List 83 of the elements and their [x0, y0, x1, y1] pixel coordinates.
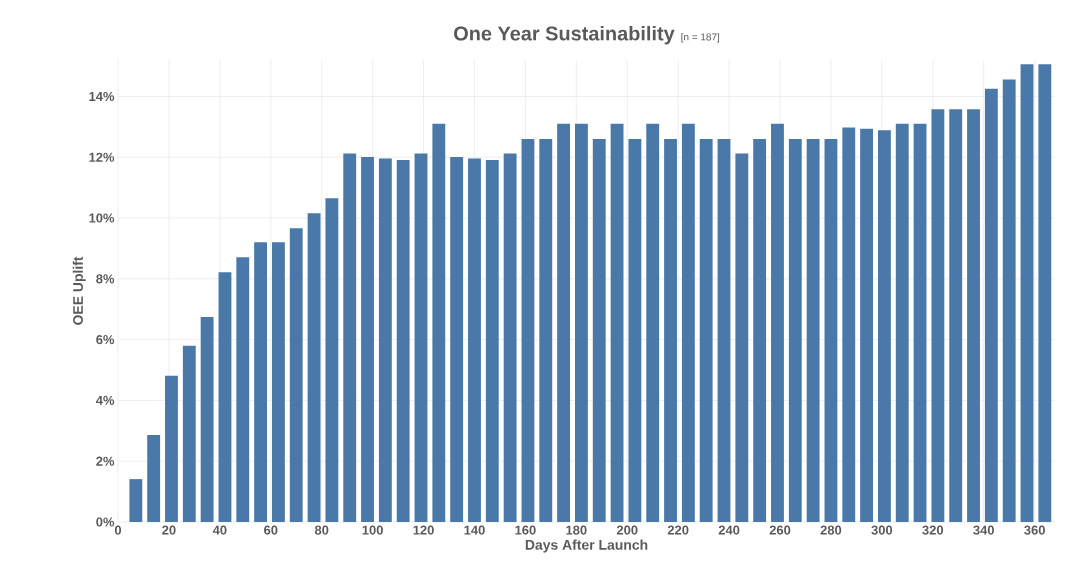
bar: [646, 123, 660, 522]
x-tick-label: 20: [162, 525, 176, 535]
bar: [343, 153, 357, 522]
bar: [699, 139, 713, 522]
bar: [949, 109, 963, 522]
bar: [485, 159, 499, 522]
bar: [378, 158, 392, 522]
x-tick-label: 140: [464, 525, 485, 535]
x-tick-label: 220: [667, 525, 689, 535]
bar: [396, 159, 410, 522]
bar: [307, 213, 321, 522]
bar: [450, 156, 464, 522]
bar: [147, 435, 161, 522]
bar: [289, 228, 303, 522]
chart-subtitle: [n = 187]: [681, 33, 720, 43]
bar: [967, 109, 980, 522]
y-axis-title: OEE Uplift: [72, 256, 86, 325]
bar: [913, 123, 927, 522]
bar: [628, 139, 642, 522]
bar: [1038, 64, 1052, 522]
bar: [200, 317, 214, 522]
bar: [254, 242, 268, 522]
x-tick-label: 200: [616, 525, 638, 535]
bar: [771, 123, 784, 522]
bar: [165, 375, 178, 522]
chart-title: One Year Sustainability: [454, 25, 675, 45]
bar: [610, 123, 624, 522]
y-tick-label: 2%: [96, 456, 115, 466]
x-tick-label: 240: [718, 525, 740, 535]
bar: [592, 139, 606, 522]
bar: [271, 242, 285, 522]
y-tick-label: 8%: [96, 274, 115, 284]
x-tick-label: 120: [413, 525, 434, 535]
bar: [468, 158, 481, 522]
bar: [735, 153, 749, 522]
bar: [503, 153, 517, 522]
x-tick-label: 260: [769, 525, 791, 535]
y-tick-label: 4%: [95, 395, 115, 405]
bar: [325, 198, 339, 522]
bar: [681, 123, 695, 522]
x-tick-label: 300: [871, 525, 893, 535]
x-axis-title: Days After Launch: [525, 539, 648, 553]
bar: [218, 272, 232, 522]
bar: [414, 153, 428, 522]
bar: [182, 345, 196, 522]
bar: [717, 139, 731, 522]
x-tick-label: 320: [922, 525, 944, 535]
x-tick-label: 280: [820, 525, 842, 535]
x-tick-label: 100: [362, 525, 383, 535]
x-tick-label: 60: [264, 525, 278, 535]
bar: [1002, 79, 1016, 522]
y-tick-label: 10%: [89, 213, 115, 223]
y-tick-label: 6%: [96, 335, 115, 345]
y-tick-label: 12%: [89, 152, 115, 162]
bar: [895, 123, 909, 522]
bar: [984, 88, 998, 522]
bar: [129, 479, 143, 522]
x-tick-label: 0: [114, 525, 122, 535]
bar: [788, 139, 802, 522]
y-tick-label: 0%: [96, 517, 115, 527]
bar: [557, 123, 571, 522]
bar: [432, 123, 446, 522]
bar: [860, 128, 874, 522]
bar: [753, 139, 767, 522]
bar: [877, 130, 891, 522]
bar: [664, 139, 677, 522]
bar: [842, 127, 856, 522]
y-tick-label: 14%: [89, 91, 115, 102]
x-tick-label: 340: [973, 525, 994, 535]
x-tick-label: 40: [212, 525, 227, 535]
bar: [539, 139, 553, 522]
bar: [1020, 64, 1034, 522]
bar: [236, 257, 250, 522]
bar: [361, 156, 374, 522]
x-tick-label: 160: [515, 525, 536, 535]
x-tick-label: 360: [1024, 525, 1045, 535]
x-tick-label: 80: [314, 525, 329, 535]
x-tick-label: 180: [566, 525, 587, 535]
bar: [521, 139, 535, 522]
bar: [931, 109, 945, 522]
bar: [824, 139, 838, 522]
bar: [574, 123, 588, 522]
bar: [806, 139, 820, 522]
